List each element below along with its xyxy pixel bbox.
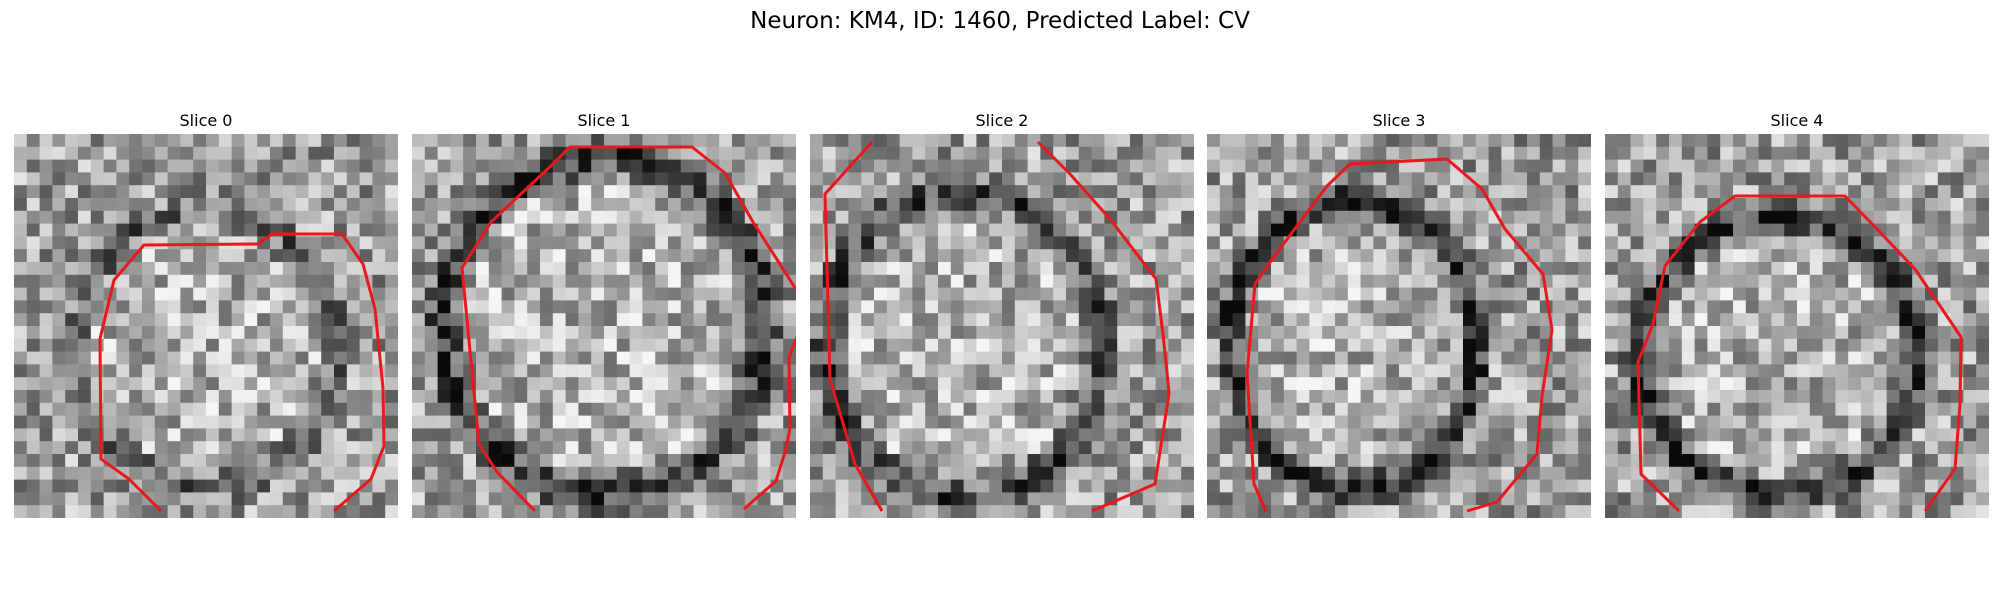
- contour-line-0: [98, 232, 386, 513]
- slice-image-3: [1207, 134, 1591, 518]
- figure-title: Neuron: KM4, ID: 1460, Predicted Label: …: [750, 8, 1250, 34]
- slice-panel-2: Slice 2: [810, 108, 1194, 518]
- slice-panel-3: Slice 3: [1207, 108, 1591, 518]
- slice-image-2: [810, 134, 1194, 518]
- slice-title-1: Slice 1: [577, 111, 631, 130]
- contour-line-2: [823, 140, 1171, 513]
- slice-image-1: [412, 134, 796, 518]
- slice-image-0: [14, 134, 398, 518]
- contour-line-3: [1245, 157, 1554, 513]
- slice-panel-4: Slice 4: [1605, 108, 1989, 518]
- slice-panel-1: Slice 1: [412, 108, 796, 518]
- slice-panel-0: Slice 0: [14, 108, 398, 518]
- contour-line-4: [1636, 194, 1963, 513]
- slice-image-4: [1605, 134, 1989, 518]
- slice-title-0: Slice 0: [179, 111, 233, 130]
- slice-title-4: Slice 4: [1770, 111, 1824, 130]
- slice-title-2: Slice 2: [975, 111, 1029, 130]
- slice-title-3: Slice 3: [1372, 111, 1426, 130]
- contour-line-1: [460, 145, 796, 513]
